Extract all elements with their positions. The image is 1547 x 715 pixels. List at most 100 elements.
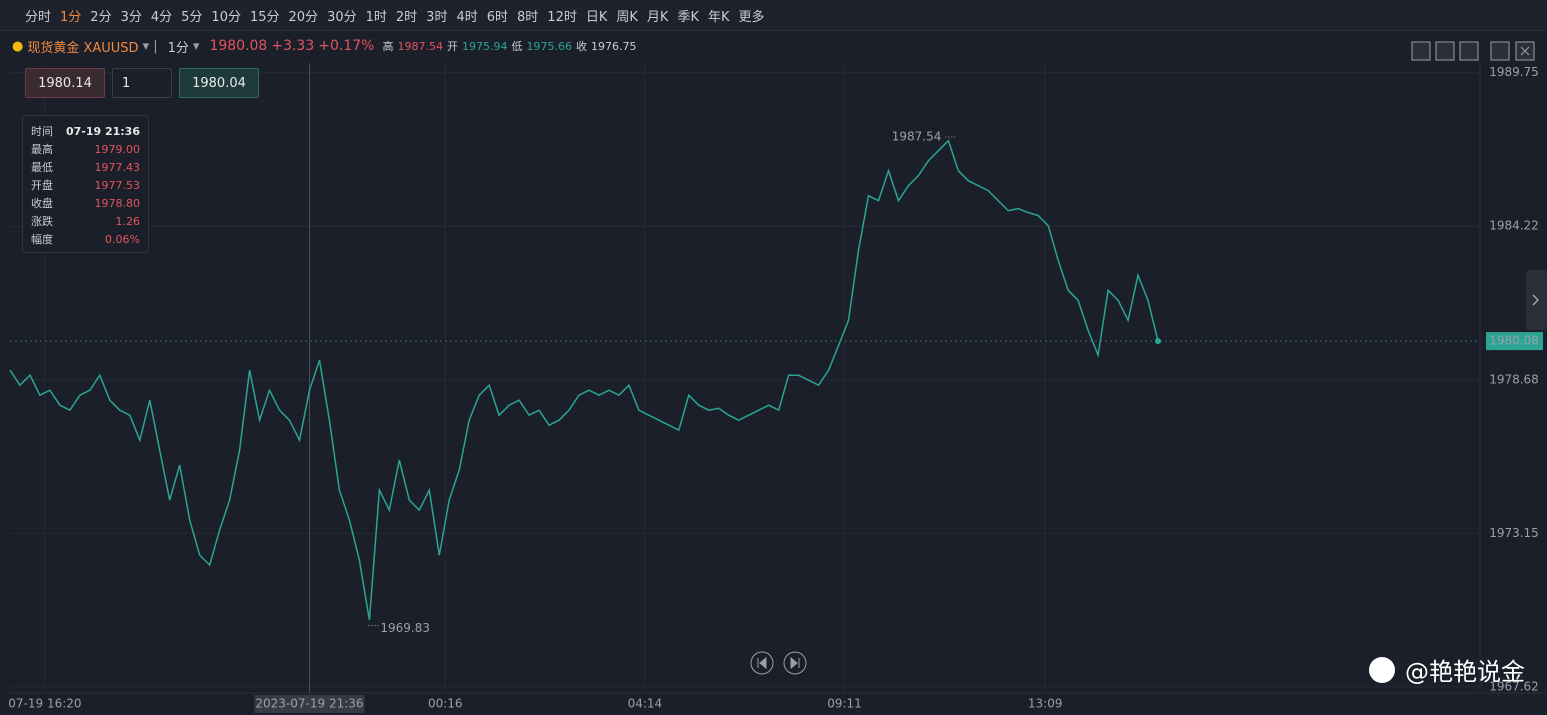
last-price-tag xyxy=(1486,332,1543,351)
tooltip-value: 0.06% xyxy=(105,232,140,246)
next-icon xyxy=(790,656,800,670)
interval-button[interactable]: 年K xyxy=(707,9,730,25)
side-tab-icon xyxy=(1532,294,1539,306)
open-label: 开 xyxy=(446,40,458,53)
playback[interactable] xyxy=(750,651,807,675)
interval-button[interactable]: 更多 xyxy=(738,9,765,25)
tooltip-row: 涨跌 1.26 xyxy=(31,212,140,230)
grid xyxy=(10,63,1480,693)
interval-button[interactable]: 3分 xyxy=(120,9,142,25)
next-button[interactable] xyxy=(783,651,807,675)
tooltip-row: 幅度 0.06% xyxy=(31,230,140,248)
change-pct: +0.17% xyxy=(318,38,375,54)
dropdown[interactable]: ▾ xyxy=(192,38,200,54)
interval-button[interactable]: 1分 xyxy=(60,9,82,25)
annotation-label: 1969.83 xyxy=(380,621,430,635)
tooltip-row: 收盘 1978.80 xyxy=(31,194,140,212)
x-tick-label: 04:14 xyxy=(628,697,663,711)
gold-icon: ● xyxy=(12,38,24,54)
low-label: 低 xyxy=(511,40,523,53)
close-label: 收 xyxy=(575,40,587,53)
interval-button[interactable]: 3时 xyxy=(426,9,448,25)
ohlc-tooltip: 时间 07-19 21:36 最高 1979.00 最低 1977.43 开盘 1977.53… xyxy=(22,115,149,253)
annotation-label: 1987.54 xyxy=(892,130,942,144)
last-price-label: 1980.08 xyxy=(1489,334,1539,348)
interval-button[interactable]: 4时 xyxy=(456,9,478,25)
interval-button[interactable]: 8时 xyxy=(517,9,539,25)
tooltip-value: 1978.80 xyxy=(94,196,141,210)
interval-button[interactable]: 20分 xyxy=(288,9,319,25)
y-tick-label: 1989.75 xyxy=(1489,65,1539,79)
y-tick-label: 1967.62 xyxy=(1489,679,1539,693)
high: 1987.54 xyxy=(397,39,443,53)
side-tab[interactable] xyxy=(1526,270,1547,330)
y-tick-label: 1984.22 xyxy=(1489,219,1539,233)
interval-button[interactable]: 6时 xyxy=(486,9,509,25)
tooltip-row: 最低 1977.43 xyxy=(31,158,140,176)
qty-input[interactable]: 1 xyxy=(112,68,172,98)
tooltip-label: 时间 xyxy=(31,125,53,138)
price-line xyxy=(9,139,1159,621)
change: +3.33 xyxy=(271,38,315,54)
interval-button[interactable]: 15分 xyxy=(249,9,280,25)
interval-button[interactable]: 12时 xyxy=(547,9,577,25)
panel-button[interactable] xyxy=(1490,41,1510,61)
interval-toolbar: 分时 1分 2分 3分 4分 5分 10分 15分 20分 30分 1时 2时 3时 4时 6时 8时 12时日… xyxy=(0,0,1547,31)
buy-button[interactable]: 1980.04 xyxy=(179,68,259,98)
symbol-bar: ● 现货黄金 XAUUSD ▾ | 1分 ▾ 1980.08 +3.33 +0.… xyxy=(12,36,640,56)
tooltip-value: 07-19 21:36 xyxy=(65,124,140,138)
crosshair-label: 2023-07-19 21:36 xyxy=(255,697,363,711)
dropdown[interactable]: ▾ | xyxy=(142,38,158,54)
low: 1975.66 xyxy=(526,39,572,53)
tooltip-value: 1.26 xyxy=(115,214,141,228)
sell-button[interactable]: 1980.14 xyxy=(25,68,105,98)
panel-button[interactable] xyxy=(1459,41,1479,61)
tooltip-row: 开盘 1977.53 xyxy=(31,176,140,194)
interval-button[interactable]: 季K xyxy=(677,9,699,25)
tooltip-row: 最高 1979.00 xyxy=(31,140,140,158)
tooltip-value: 1977.43 xyxy=(94,160,141,174)
x-tick-label: 00:16 xyxy=(428,697,463,711)
panel-button[interactable] xyxy=(1435,41,1455,61)
tooltip-label: 收盘 xyxy=(31,197,53,210)
close-icon[interactable] xyxy=(1520,46,1530,56)
x-tick-label: 07-19 16:20 xyxy=(8,697,81,711)
y-tick-label: 1973.15 xyxy=(1489,526,1539,540)
close: 1976.75 xyxy=(590,39,637,53)
open: 1975.94 xyxy=(461,39,508,53)
crosshair-label-bg xyxy=(254,695,365,713)
symbol-name[interactable]: 现货黄金 XAUUSD xyxy=(27,40,139,56)
interval-button[interactable]: 周K xyxy=(616,9,638,25)
interval-button[interactable]: 分时 xyxy=(25,9,52,25)
prev-icon xyxy=(757,656,767,670)
interval[interactable]: 1分 xyxy=(167,40,189,56)
interval-button[interactable]: 30分 xyxy=(327,9,357,25)
tooltip-label: 涨跌 xyxy=(31,215,53,228)
interval-button[interactable]: 5分 xyxy=(181,9,203,25)
tooltip-value: 1977.53 xyxy=(94,178,141,192)
y-tick-label: 1978.68 xyxy=(1489,372,1539,386)
interval-button[interactable]: 1时 xyxy=(365,9,387,25)
tooltip-label: 开盘 xyxy=(31,179,53,192)
panel-button[interactable] xyxy=(1411,41,1431,61)
tooltip-label: 最高 xyxy=(31,143,53,156)
price: 1980.08 xyxy=(209,38,268,54)
x-tick-label: 13:09 xyxy=(1028,697,1063,711)
interval-button[interactable]: 4分 xyxy=(150,9,173,25)
high-label: 高 xyxy=(382,40,394,53)
interval-button[interactable]: 月K xyxy=(646,9,669,25)
last-price-dot xyxy=(1155,338,1161,345)
tooltip-label: 最低 xyxy=(31,161,53,174)
interval-button[interactable]: 日K xyxy=(585,9,608,25)
tooltip-row: 时间 07-19 21:36 xyxy=(31,122,140,140)
interval-button[interactable]: 10分 xyxy=(211,9,241,25)
tooltip-label: 幅度 xyxy=(31,233,53,246)
watermark-icon xyxy=(1369,657,1395,683)
interval-button[interactable]: 2时 xyxy=(395,9,418,25)
prev-button[interactable] xyxy=(750,651,774,675)
interval-button[interactable]: 2分 xyxy=(90,9,112,25)
tooltip-value: 1979.00 xyxy=(94,142,141,156)
